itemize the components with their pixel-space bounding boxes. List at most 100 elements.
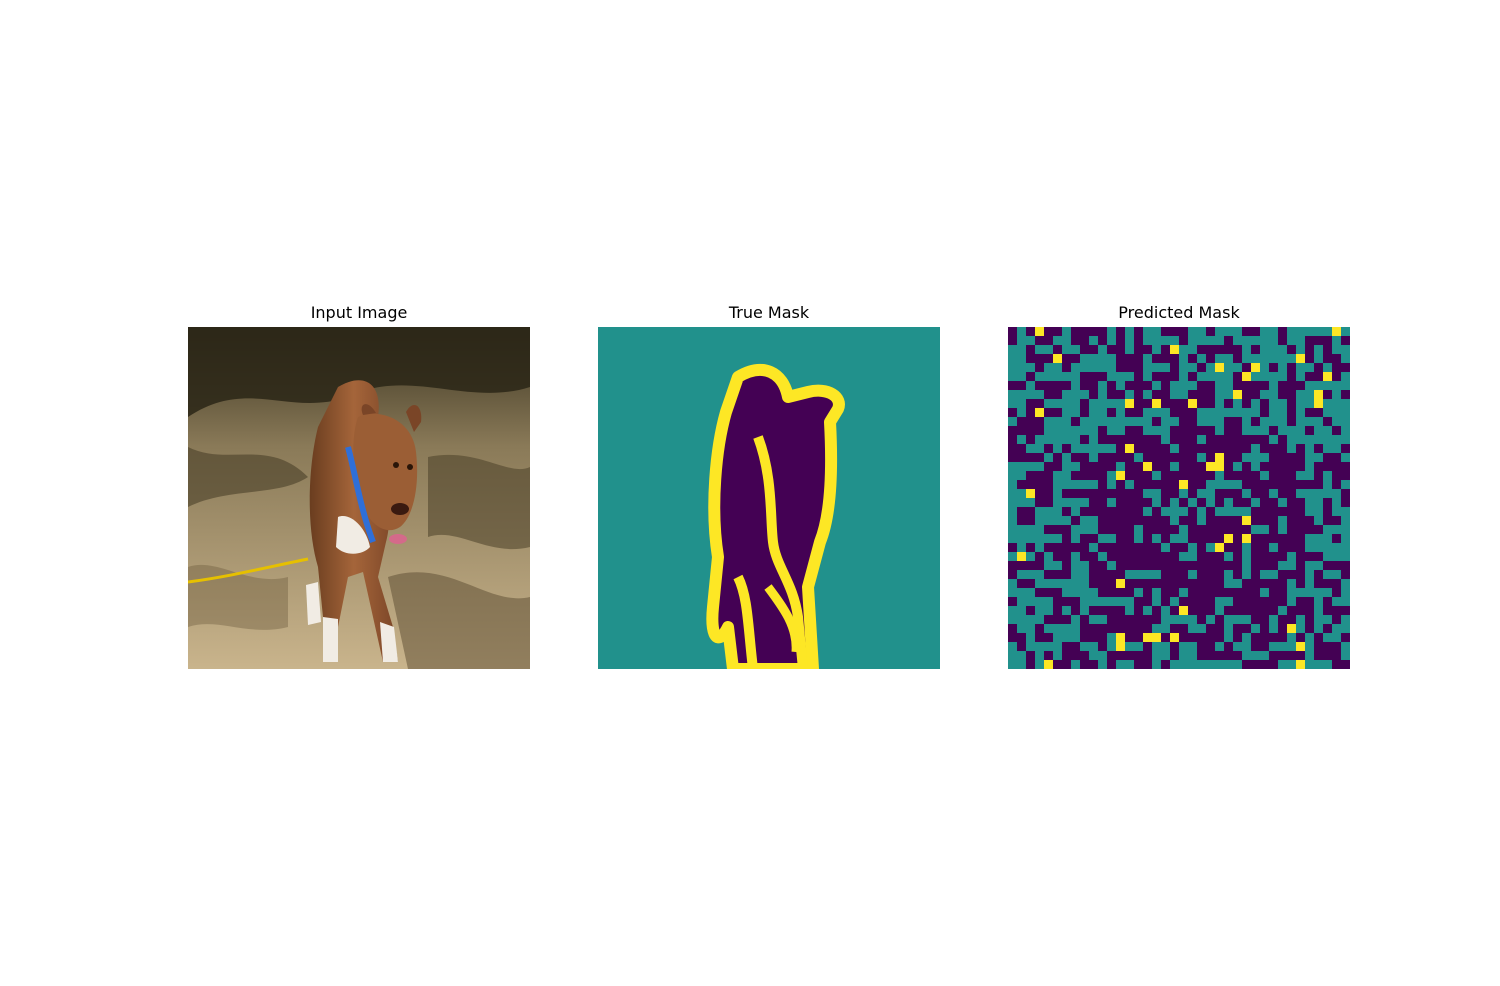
- mask-cell: [1080, 363, 1089, 372]
- true-mask-title: True Mask: [598, 304, 940, 322]
- mask-cell: [1305, 363, 1314, 372]
- mask-cell: [1305, 534, 1314, 543]
- mask-cell: [1161, 417, 1170, 426]
- mask-cell: [1314, 489, 1323, 498]
- mask-cell: [1089, 408, 1098, 417]
- mask-cell: [1170, 633, 1179, 642]
- mask-cell: [1242, 552, 1251, 561]
- mask-cell: [1071, 561, 1080, 570]
- mask-cell: [1026, 525, 1035, 534]
- mask-cell: [1017, 651, 1026, 660]
- mask-cell: [1269, 543, 1278, 552]
- mask-cell: [1143, 417, 1152, 426]
- mask-cell: [1026, 588, 1035, 597]
- mask-cell: [1323, 444, 1332, 453]
- mask-cell: [1323, 489, 1332, 498]
- mask-cell: [1035, 615, 1044, 624]
- mask-cell: [1062, 390, 1071, 399]
- mask-cell: [1296, 408, 1305, 417]
- mask-cell: [1053, 435, 1062, 444]
- mask-cell: [1260, 417, 1269, 426]
- mask-cell: [1278, 354, 1287, 363]
- mask-cell: [1296, 336, 1305, 345]
- mask-cell: [1287, 624, 1296, 633]
- mask-cell: [1161, 336, 1170, 345]
- mask-cell: [1332, 633, 1341, 642]
- mask-cell: [1233, 363, 1242, 372]
- mask-cell: [1314, 543, 1323, 552]
- mask-cell: [1062, 498, 1071, 507]
- mask-cell: [1161, 615, 1170, 624]
- mask-cell: [1341, 408, 1350, 417]
- mask-cell: [1035, 435, 1044, 444]
- mask-cell: [1341, 327, 1350, 336]
- mask-cell: [1152, 651, 1161, 660]
- mask-cell: [1053, 498, 1062, 507]
- mask-cell: [1035, 543, 1044, 552]
- mask-cell: [1314, 597, 1323, 606]
- mask-cell: [1287, 633, 1296, 642]
- mask-cell: [1224, 354, 1233, 363]
- mask-cell: [1179, 642, 1188, 651]
- mask-cell: [1233, 579, 1242, 588]
- mask-cell: [1287, 426, 1296, 435]
- mask-cell: [1224, 633, 1233, 642]
- mask-cell: [1197, 516, 1206, 525]
- mask-cell: [1107, 561, 1116, 570]
- mask-cell: [1071, 363, 1080, 372]
- mask-cell: [1332, 390, 1341, 399]
- mask-cell: [1215, 363, 1224, 372]
- mask-cell: [1224, 327, 1233, 336]
- mask-cell: [1314, 516, 1323, 525]
- mask-cell: [1242, 372, 1251, 381]
- mask-cell: [1017, 372, 1026, 381]
- mask-cell: [1008, 660, 1017, 669]
- mask-cell: [1098, 534, 1107, 543]
- mask-cell: [1017, 462, 1026, 471]
- mask-cell: [1314, 417, 1323, 426]
- mask-cell: [1224, 660, 1233, 669]
- mask-cell: [1341, 453, 1350, 462]
- mask-cell: [1008, 399, 1017, 408]
- mask-cell: [1053, 480, 1062, 489]
- mask-cell: [1296, 354, 1305, 363]
- mask-cell: [1296, 588, 1305, 597]
- mask-cell: [1035, 345, 1044, 354]
- mask-cell: [1332, 498, 1341, 507]
- mask-cell: [1026, 489, 1035, 498]
- mask-cell: [1107, 417, 1116, 426]
- mask-cell: [1134, 534, 1143, 543]
- predicted-mask-title: Predicted Mask: [1008, 304, 1350, 322]
- mask-cell: [1305, 390, 1314, 399]
- mask-cell: [1188, 381, 1197, 390]
- mask-cell: [1080, 525, 1089, 534]
- mask-cell: [1242, 489, 1251, 498]
- mask-cell: [1062, 633, 1071, 642]
- mask-cell: [1035, 444, 1044, 453]
- mask-cell: [1026, 336, 1035, 345]
- mask-cell: [1188, 498, 1197, 507]
- mask-cell: [1026, 642, 1035, 651]
- mask-cell: [1044, 534, 1053, 543]
- mask-cell: [1287, 354, 1296, 363]
- mask-cell: [1341, 579, 1350, 588]
- mask-cell: [1008, 480, 1017, 489]
- mask-cell: [1260, 588, 1269, 597]
- mask-cell: [1215, 426, 1224, 435]
- mask-cell: [1170, 516, 1179, 525]
- mask-cell: [1278, 408, 1287, 417]
- mask-cell: [1062, 588, 1071, 597]
- mask-cell: [1332, 417, 1341, 426]
- mask-cell: [1026, 534, 1035, 543]
- mask-cell: [1260, 354, 1269, 363]
- mask-cell: [1044, 642, 1053, 651]
- mask-cell: [1071, 660, 1080, 669]
- mask-cell: [1161, 408, 1170, 417]
- true-mask-image: [598, 327, 940, 669]
- mask-cell: [1188, 345, 1197, 354]
- mask-cell: [1251, 426, 1260, 435]
- mask-cell: [1305, 453, 1314, 462]
- mask-cell: [1017, 435, 1026, 444]
- mask-cell: [1089, 444, 1098, 453]
- mask-cell: [1035, 408, 1044, 417]
